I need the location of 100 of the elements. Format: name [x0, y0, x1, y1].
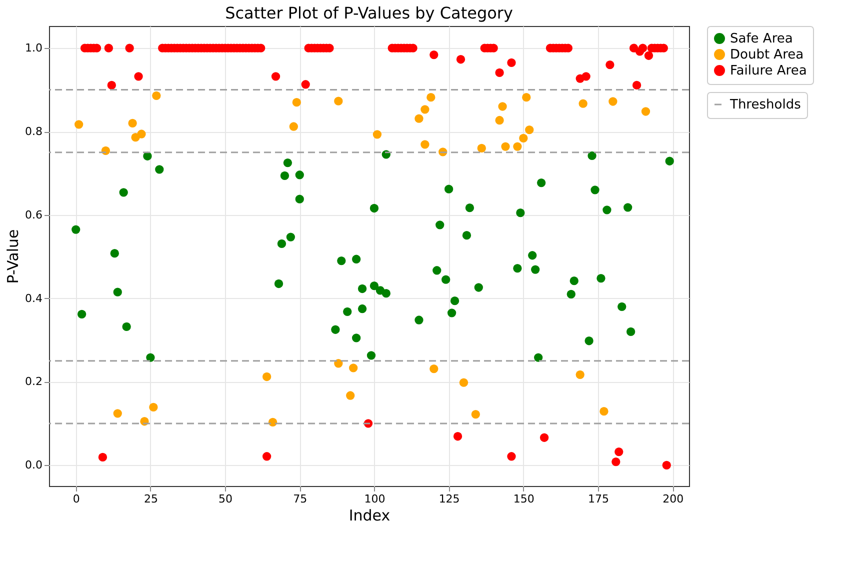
point — [495, 116, 504, 125]
point — [516, 208, 525, 218]
point — [286, 232, 296, 242]
point — [444, 184, 454, 194]
point — [292, 98, 301, 107]
point — [349, 364, 358, 372]
point — [113, 288, 122, 296]
point — [536, 178, 546, 188]
point — [471, 410, 480, 419]
y-tick-label: 0.0 — [25, 458, 42, 472]
point — [337, 256, 346, 266]
point — [262, 372, 272, 382]
point — [113, 409, 122, 418]
point — [346, 391, 355, 400]
point — [450, 296, 460, 306]
point — [665, 156, 674, 166]
point — [420, 105, 430, 114]
point — [588, 151, 596, 160]
legend-label: Doubt Area — [730, 48, 804, 62]
point — [608, 97, 618, 106]
point — [430, 364, 438, 374]
point — [343, 307, 352, 316]
x-tick-label: 75 — [293, 492, 308, 506]
x-tick-label: 200 — [662, 492, 684, 506]
point — [128, 118, 137, 128]
point — [122, 322, 131, 332]
y-tick-label: 0.2 — [25, 375, 42, 388]
point — [528, 251, 537, 260]
point — [590, 186, 600, 194]
point — [280, 171, 290, 180]
point — [432, 266, 442, 275]
point — [352, 334, 361, 342]
x-tick-label: 50 — [218, 492, 233, 506]
y-tick-label: 0.4 — [25, 292, 42, 305]
point — [352, 254, 361, 264]
point — [513, 142, 522, 151]
point — [72, 225, 80, 234]
x-tick-label: 125 — [438, 492, 460, 506]
point — [289, 122, 298, 131]
x-axis-title: Index — [348, 506, 390, 524]
point — [477, 144, 486, 153]
point — [149, 402, 158, 412]
point — [366, 351, 376, 360]
x-tick-label: 25 — [144, 492, 158, 506]
x-tick-label: 0 — [72, 492, 80, 506]
point — [414, 316, 424, 324]
point — [331, 325, 340, 334]
x-tick-label: 150 — [513, 492, 534, 506]
point — [618, 302, 626, 311]
point — [462, 231, 472, 240]
y-tick-label: 0.8 — [25, 125, 42, 138]
point — [602, 206, 612, 214]
point — [152, 91, 161, 100]
y-tick-label: 0.6 — [25, 208, 42, 222]
point — [641, 107, 650, 116]
point — [334, 359, 343, 368]
legend-label: Failure Area — [730, 64, 807, 78]
point — [283, 158, 292, 168]
point — [370, 281, 379, 290]
point — [382, 289, 390, 298]
point — [295, 194, 304, 204]
point — [596, 274, 606, 283]
point — [578, 99, 588, 108]
point — [525, 126, 534, 134]
point — [522, 92, 531, 102]
point — [447, 308, 456, 318]
point — [372, 130, 382, 139]
point — [442, 275, 450, 284]
point — [146, 353, 155, 362]
point — [576, 370, 584, 379]
point — [436, 220, 444, 230]
point — [137, 130, 146, 138]
point — [426, 92, 436, 102]
point — [77, 310, 86, 318]
point — [498, 102, 507, 111]
x-tick-label: 175 — [588, 492, 609, 506]
point — [624, 203, 632, 212]
point — [274, 279, 284, 288]
point — [626, 327, 636, 336]
point — [277, 239, 286, 248]
point — [566, 290, 576, 298]
chart-title: Scatter Plot of P-Values by Category — [225, 4, 513, 22]
point — [74, 120, 84, 129]
point — [519, 134, 528, 143]
point — [584, 336, 594, 346]
legend-label: Safe Area — [730, 32, 793, 46]
y-tick-label: 1.0 — [25, 42, 42, 55]
y-axis-title: P-Value — [4, 229, 22, 284]
point — [474, 283, 483, 292]
point — [358, 284, 367, 294]
point — [155, 165, 164, 174]
point — [295, 170, 304, 180]
point — [334, 96, 343, 106]
point — [110, 248, 119, 258]
legend-label: Thresholds — [729, 98, 802, 112]
point — [531, 265, 540, 274]
point — [465, 204, 474, 212]
point — [501, 142, 510, 151]
point — [570, 276, 578, 286]
point — [600, 407, 608, 416]
